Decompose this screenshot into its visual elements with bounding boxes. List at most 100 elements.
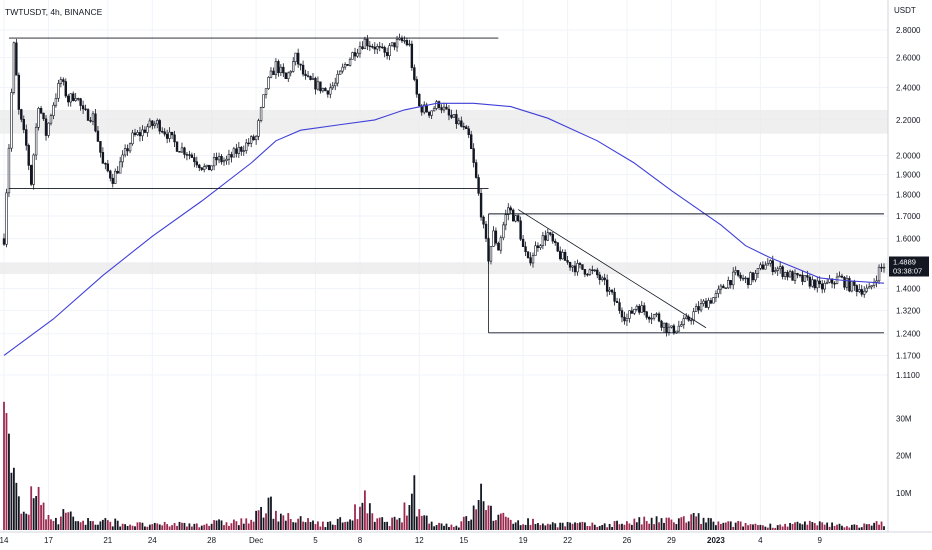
candle-body bbox=[220, 156, 223, 163]
price-tick-label: 1.1100 bbox=[896, 371, 920, 380]
volume-bar bbox=[193, 523, 196, 530]
volume-bar bbox=[247, 523, 250, 530]
candle-body bbox=[615, 300, 619, 303]
volume-bar bbox=[467, 520, 470, 530]
volume-bar bbox=[79, 522, 82, 530]
volume-bar bbox=[532, 518, 534, 530]
volume-bar bbox=[759, 524, 762, 530]
volume-bar bbox=[129, 524, 131, 530]
volume-bar bbox=[94, 524, 97, 530]
volume-bar bbox=[62, 509, 65, 530]
volume-bar bbox=[373, 521, 376, 530]
candle-body bbox=[791, 271, 794, 281]
volume-bar bbox=[499, 513, 502, 530]
volume-bar bbox=[235, 521, 238, 530]
candle-body bbox=[541, 235, 545, 246]
candle-body bbox=[707, 300, 710, 308]
volume-bar bbox=[761, 525, 764, 530]
candle-body bbox=[863, 290, 866, 295]
candle-body bbox=[282, 66, 285, 74]
candle-body bbox=[156, 120, 159, 125]
price-tick-label: 2.2000 bbox=[896, 116, 921, 125]
volume-bar bbox=[186, 526, 188, 530]
candle-body bbox=[566, 260, 569, 263]
volume-bar bbox=[208, 525, 211, 530]
volume-bar bbox=[648, 523, 651, 530]
candle-body bbox=[558, 250, 562, 260]
candle-body bbox=[311, 77, 315, 80]
volume-bar bbox=[596, 526, 599, 530]
volume-bar bbox=[45, 519, 47, 530]
time-tick-label: 15 bbox=[459, 536, 468, 545]
candle-body bbox=[245, 142, 248, 152]
candle-body bbox=[593, 269, 596, 272]
volume-bar bbox=[677, 518, 680, 530]
candle-body bbox=[225, 158, 228, 161]
candle-body bbox=[84, 108, 87, 111]
candle-body bbox=[477, 177, 480, 194]
candle-body bbox=[351, 52, 354, 60]
candle-body bbox=[736, 270, 740, 276]
time-axis[interactable]: 14 17 21 24 28 Dec 5 8 12 15 19 22 26 29 2023 4 9 bbox=[0, 536, 823, 545]
volume-bar bbox=[359, 506, 361, 530]
price-tick-label: 2.0000 bbox=[896, 151, 921, 160]
price-tick-label: 1.1700 bbox=[896, 351, 921, 360]
candle-body bbox=[195, 161, 199, 166]
candle-body bbox=[766, 262, 770, 266]
volume-bar bbox=[440, 523, 443, 530]
price-axis[interactable]: 2.8000 2.6000 2.4000 2.2000 2.0000 1.9000 1.80… bbox=[896, 26, 921, 380]
candle-body bbox=[850, 281, 854, 292]
volume-bar bbox=[507, 517, 510, 530]
volume-bar bbox=[707, 517, 710, 530]
candle-body bbox=[373, 46, 376, 50]
candle-body bbox=[5, 192, 8, 245]
volume-bar bbox=[255, 510, 258, 530]
candle-body bbox=[198, 164, 201, 169]
volume-bar bbox=[583, 522, 586, 530]
candle-body bbox=[321, 88, 325, 92]
candle-body bbox=[704, 300, 708, 308]
candle-body bbox=[356, 52, 359, 57]
candle-body bbox=[672, 325, 676, 334]
volume-bar bbox=[64, 512, 67, 530]
volume-bar bbox=[719, 523, 722, 530]
candle-body bbox=[536, 245, 540, 248]
candle-body bbox=[47, 122, 50, 136]
volume-bar bbox=[742, 526, 745, 530]
candle-body bbox=[49, 115, 53, 124]
candle-body bbox=[727, 280, 730, 289]
candle-body bbox=[633, 308, 636, 314]
volume-bar bbox=[672, 522, 675, 530]
candle-body bbox=[870, 285, 873, 288]
candle-body bbox=[269, 70, 273, 78]
volume-bar bbox=[314, 524, 317, 530]
candle-body bbox=[811, 279, 814, 287]
volume-bar bbox=[171, 525, 173, 530]
candle-body bbox=[109, 170, 112, 179]
volume-bar bbox=[739, 521, 742, 530]
volume-bar bbox=[794, 522, 796, 530]
volume-bar bbox=[445, 523, 448, 530]
candle-body bbox=[534, 245, 537, 256]
candle-body bbox=[403, 40, 406, 42]
volume-bar bbox=[460, 521, 463, 530]
volume-bar bbox=[566, 521, 569, 530]
volume-bar bbox=[816, 525, 819, 530]
price-tick-label: 1.3200 bbox=[896, 306, 921, 315]
candle-body bbox=[507, 207, 510, 215]
candle-body bbox=[788, 271, 792, 278]
volume-bar bbox=[378, 517, 381, 530]
candle-body bbox=[519, 220, 522, 240]
volume-bar bbox=[534, 523, 537, 530]
volume-bar bbox=[799, 523, 801, 530]
candle-body bbox=[279, 66, 283, 74]
volume-bar bbox=[626, 521, 628, 530]
candle-body bbox=[667, 326, 671, 333]
candle-body bbox=[729, 280, 732, 286]
volume-bar bbox=[873, 522, 876, 530]
volume-bar bbox=[250, 519, 253, 530]
volume-bar bbox=[574, 522, 576, 530]
volume-bar bbox=[52, 520, 55, 530]
candle-body bbox=[116, 170, 119, 174]
volume-bar bbox=[492, 520, 495, 530]
